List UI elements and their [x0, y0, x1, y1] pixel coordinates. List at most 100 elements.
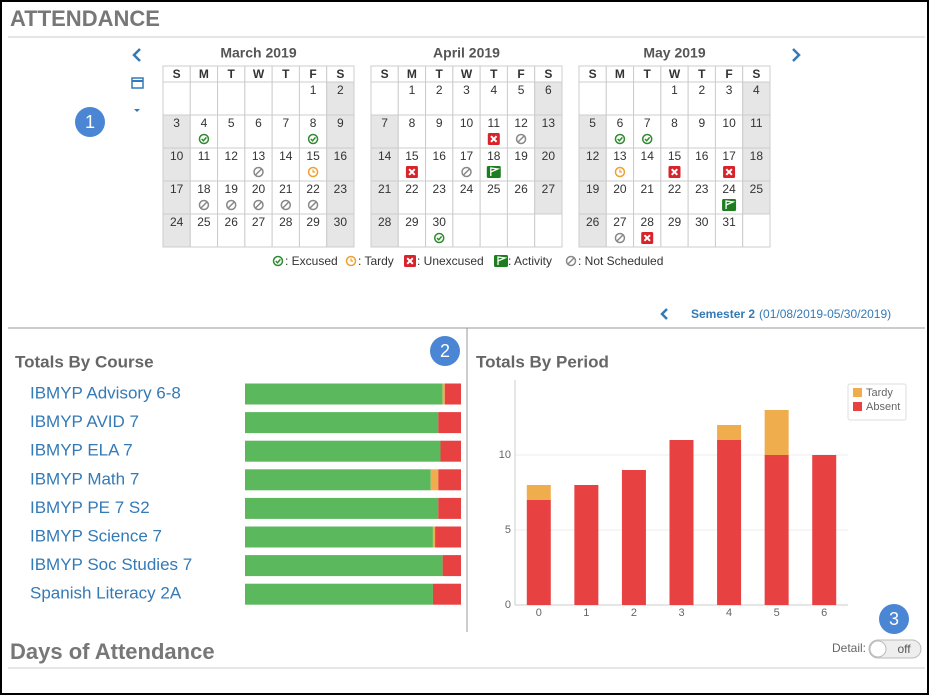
course-link[interactable]: IBMYP AVID 7	[30, 412, 139, 431]
day-number: 11	[198, 149, 211, 163]
bar-segment	[245, 440, 441, 462]
day-cell	[578, 180, 607, 215]
day-cell	[742, 81, 771, 116]
day-cell	[189, 81, 219, 116]
day-cell	[687, 213, 716, 248]
day-cell	[452, 180, 481, 215]
course-link[interactable]: IBMYP PE 7 S2	[30, 498, 150, 517]
day-cell	[244, 114, 273, 149]
day-number: 17	[722, 149, 736, 163]
day-number: 5	[228, 116, 235, 130]
icon-slash	[462, 168, 471, 176]
y-tick-label: 5	[505, 524, 511, 536]
day-cell	[534, 147, 563, 182]
weekday-label: T	[698, 67, 706, 81]
day-number: 18	[197, 182, 211, 196]
detail-label: Detail:	[832, 641, 866, 655]
day-number: 13	[252, 149, 266, 163]
day-number: 21	[641, 182, 655, 196]
bar-segment	[669, 440, 694, 605]
icon-circle	[280, 199, 292, 211]
icon-check	[275, 258, 281, 264]
icon-slash	[309, 201, 317, 209]
legend-swatch	[853, 402, 862, 411]
icon-circle	[307, 199, 319, 211]
status-icon-unexcused	[487, 133, 500, 145]
bar-segment	[245, 383, 443, 405]
status-icon-not-scheduled	[614, 232, 626, 244]
page-title: ATTENDANCE	[10, 6, 160, 31]
bar-segment	[245, 412, 439, 434]
bar-segment	[245, 526, 433, 548]
day-number: 21	[279, 182, 293, 196]
bar-segment	[444, 383, 461, 405]
day-cell	[425, 81, 454, 116]
day-cell	[244, 81, 273, 116]
bar-segment	[245, 497, 439, 519]
day-cell	[162, 213, 191, 248]
prev-month[interactable]	[132, 48, 141, 62]
status-icon-not-scheduled	[198, 199, 210, 211]
day-number: 12	[586, 149, 600, 163]
day-cell	[370, 180, 399, 215]
day-cell	[162, 180, 191, 215]
weekday-label: S	[589, 67, 597, 81]
semester-link[interactable]: Semester 2 (01/08/2019-05/30/2019)	[691, 307, 891, 321]
icon-flag	[490, 167, 501, 176]
day-number: 29	[668, 215, 682, 229]
course-link[interactable]: IBMYP Science 7	[30, 526, 162, 545]
day-number: 28	[641, 215, 655, 229]
detail-toggle[interactable]: off	[868, 639, 922, 659]
icon-circle	[515, 133, 527, 145]
course-link[interactable]: IBMYP ELA 7	[30, 441, 133, 460]
status-icon-not-scheduled	[253, 199, 264, 211]
day-number: 8	[409, 116, 416, 130]
day-cell	[298, 147, 328, 182]
icon-circle	[433, 232, 445, 244]
next-month[interactable]	[792, 48, 801, 62]
icon-circle	[272, 255, 284, 267]
day-cell	[326, 213, 355, 248]
icon-x	[406, 257, 414, 265]
status-icon-excused	[307, 133, 319, 145]
day-number: 26	[514, 182, 528, 196]
day-number: 16	[334, 149, 348, 163]
course-link[interactable]: Spanish Literacy 2A	[30, 584, 182, 603]
toggle-state[interactable]: off	[897, 642, 911, 656]
status-icon-unexcused	[404, 255, 416, 267]
day-number: 8	[671, 116, 678, 130]
day-number: 30	[695, 215, 709, 229]
course-link[interactable]: IBMYP Math 7	[30, 469, 139, 488]
day-cell	[326, 180, 355, 215]
semester-range[interactable]: (01/08/2019-05/30/2019)	[759, 307, 891, 321]
bar-segment	[717, 425, 742, 440]
day-cell	[189, 213, 219, 248]
prev-semester[interactable]	[660, 308, 668, 320]
dropdown-caret[interactable]	[134, 109, 140, 112]
status-icon-not-scheduled	[280, 199, 292, 211]
weekday-label: S	[336, 67, 344, 81]
status-icon-excused	[614, 133, 626, 145]
day-number: 12	[514, 116, 528, 130]
semester-name[interactable]: Semester 2	[691, 307, 755, 321]
day-number: 27	[613, 215, 627, 229]
course-link[interactable]: IBMYP Advisory 6-8	[30, 383, 181, 402]
day-cell	[633, 81, 662, 116]
day-cell	[506, 114, 536, 149]
day-cell	[162, 81, 191, 116]
day-cell	[452, 213, 481, 248]
day-number: 7	[644, 116, 651, 130]
bar-segment	[764, 410, 789, 455]
day-cell	[189, 147, 219, 182]
day-cell	[506, 81, 536, 116]
course-link[interactable]: IBMYP Soc Studies 7	[30, 555, 192, 574]
day-number: 13	[542, 116, 556, 130]
day-number: 26	[225, 215, 239, 229]
x-tick-label: 1	[583, 607, 589, 619]
x-tick-label: 2	[631, 607, 637, 619]
badge-number: 2	[440, 341, 450, 361]
status-icon-activity	[486, 166, 501, 178]
calendar-icon[interactable]	[131, 77, 144, 89]
icon-slash	[254, 168, 263, 176]
day-number: 24	[460, 182, 474, 196]
